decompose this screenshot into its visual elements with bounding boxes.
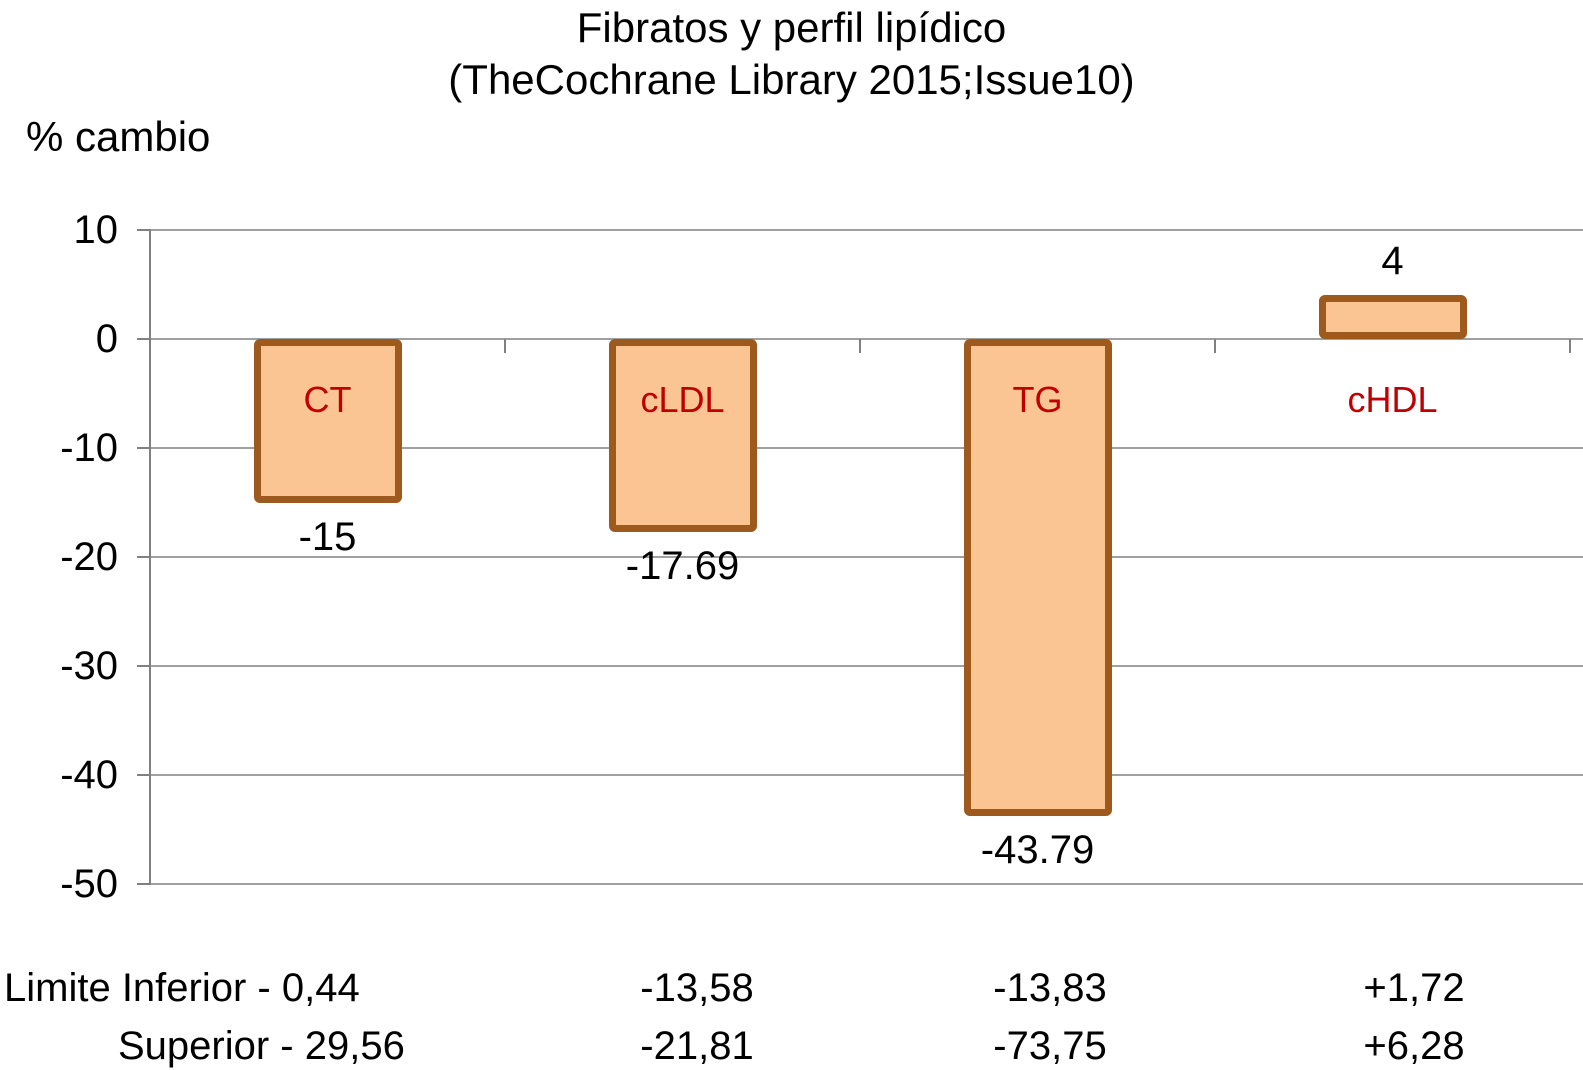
gridline-0 (150, 338, 1583, 340)
chart-title-block: Fibratos y perfil lipídico (TheCochrane … (0, 2, 1583, 106)
y-axis-unit-label: % cambio (26, 113, 211, 160)
limit-inferior-value-cHDL: +1,72 (1363, 966, 1465, 1010)
x-axis-tick (1214, 339, 1216, 353)
x-axis-tick (504, 339, 506, 353)
y-tick-label--20: -20 (60, 535, 118, 579)
limit-superior-value-TG: -73,75 (993, 1024, 1107, 1068)
chart-subtitle: (TheCochrane Library 2015;Issue10) (448, 56, 1135, 103)
gridline-10 (150, 229, 1583, 231)
gridline--50 (150, 883, 1583, 885)
bar-value-label-TG: -43.79 (980, 828, 1095, 873)
x-axis-tick (1569, 339, 1571, 353)
bar-category-label-cHDL: cHDL (1347, 379, 1438, 420)
limits-row1-label: Limite Inferior - 0,44 (4, 966, 360, 1010)
bar-value-label-cHDL: 4 (1381, 239, 1404, 284)
gridline--40 (150, 774, 1583, 776)
y-axis-tick--20 (137, 556, 150, 558)
bar-cLDL (608, 339, 757, 532)
y-axis-line (149, 229, 151, 885)
y-axis-tick-10 (137, 229, 150, 231)
y-tick-label-0: 0 (95, 317, 118, 361)
y-tick-label--10: -10 (60, 426, 118, 470)
y-tick-label--40: -40 (60, 753, 118, 797)
bar-category-label-cLDL: cLDL (640, 379, 725, 420)
y-tick-label--30: -30 (60, 644, 118, 688)
x-axis-tick (859, 339, 861, 353)
bar-value-label-CT: -15 (298, 514, 357, 559)
limit-inferior-value-TG: -13,83 (993, 966, 1107, 1010)
bar-TG (963, 339, 1112, 817)
y-axis-tick-0 (137, 338, 150, 340)
bar-CT (253, 339, 402, 503)
y-axis-tick--10 (137, 447, 150, 449)
bar-category-label-TG: TG (1012, 379, 1063, 420)
y-tick-label-10: 10 (73, 208, 119, 252)
y-axis-tick--40 (137, 774, 150, 776)
gridline--20 (150, 556, 1583, 558)
bar-cHDL (1318, 295, 1467, 339)
gridline--10 (150, 447, 1583, 449)
gridline--30 (150, 665, 1583, 667)
y-axis-tick--30 (137, 665, 150, 667)
chart-title: Fibratos y perfil lipídico (576, 4, 1007, 51)
bar-value-label-cLDL: -17.69 (625, 543, 740, 588)
limits-row2-label: Superior - 29,56 (118, 1024, 405, 1068)
bar-category-label-CT: CT (303, 379, 352, 420)
y-axis-tick--50 (137, 883, 150, 885)
y-tick-label--50: -50 (60, 862, 118, 906)
limit-superior-value-cHDL: +6,28 (1363, 1024, 1465, 1068)
limit-inferior-value-cLDL: -13,58 (640, 966, 754, 1010)
limit-superior-value-cLDL: -21,81 (640, 1024, 754, 1068)
